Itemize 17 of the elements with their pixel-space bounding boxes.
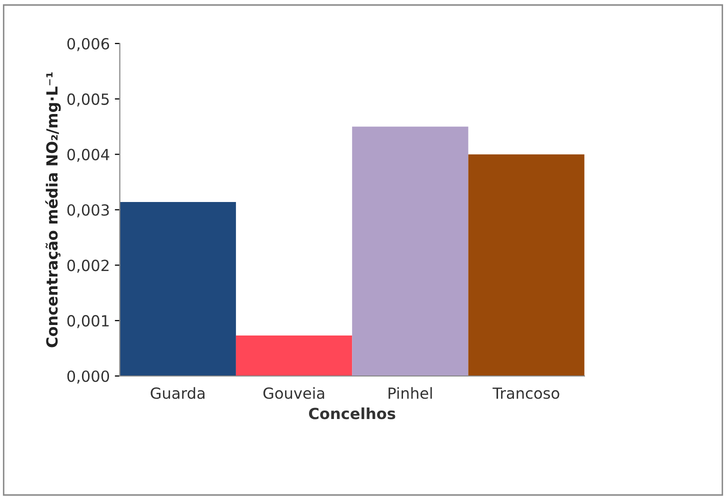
- x-tick-label: Pinhel: [388, 387, 432, 399]
- y-tick-label: 0,006: [67, 38, 110, 52]
- y-tick-label: 0,003: [67, 204, 109, 218]
- y-tick-label: 0,001: [67, 315, 109, 328]
- x-axis-title: Concelhos: [309, 407, 396, 420]
- x-tick-label: Trancoso: [492, 388, 560, 399]
- y-tick-label: 0,002: [67, 260, 109, 273]
- y-tick-label: 0,004: [67, 148, 110, 162]
- x-tick-label: Gouveia: [263, 387, 324, 399]
- y-axis-title: Concentração média NO₂/mg·L⁻¹: [45, 72, 61, 348]
- bar: [352, 126, 468, 376]
- bar: [120, 202, 236, 376]
- x-tick-label: Guarda: [150, 387, 204, 399]
- bar: [468, 154, 584, 376]
- y-tick-label: 0,005: [67, 93, 109, 106]
- y-tick-label: 0,000: [67, 370, 110, 384]
- bar: [236, 336, 352, 376]
